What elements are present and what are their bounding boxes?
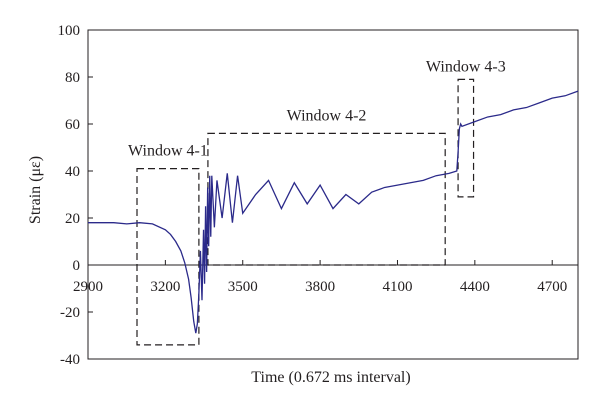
annotation-window-label: Window 4-3 bbox=[426, 58, 506, 75]
axes: -40 -20 0 20 40 60 80 100 2900 3200 3500 3800 4100 44… bbox=[58, 23, 579, 368]
plot-frame bbox=[87, 29, 579, 360]
y-tick-label: 60 bbox=[65, 117, 80, 133]
x-tick-label: 2900 bbox=[73, 279, 103, 295]
y-tick-label: 20 bbox=[65, 211, 80, 227]
y-tick-label: 80 bbox=[65, 70, 80, 86]
x-tick-label: 4100 bbox=[382, 279, 412, 295]
annotation-window-label: Window 4-2 bbox=[287, 107, 367, 124]
x-tick-label: 4700 bbox=[537, 279, 567, 295]
strain-series-line bbox=[88, 90, 579, 334]
annotation-window-box bbox=[136, 168, 200, 346]
x-axis-title: Time (0.672 ms interval) bbox=[251, 369, 410, 386]
annotation-window-label: Window 4-1 bbox=[128, 143, 208, 160]
y-tick-label: 40 bbox=[65, 164, 80, 180]
annotation-window-box bbox=[207, 132, 446, 266]
y-tick-label: -20 bbox=[60, 305, 80, 321]
y-tick-label: 0 bbox=[73, 258, 81, 274]
annotation-windows: Window 4-1 Window 4-2 Window 4-3 bbox=[128, 58, 506, 346]
x-tick-label: 4400 bbox=[460, 279, 490, 295]
x-tick-label: 3200 bbox=[150, 279, 180, 295]
x-tick-label: 3800 bbox=[305, 279, 335, 295]
y-axis-title: Strain (με) bbox=[27, 156, 44, 224]
annotation-window-box bbox=[457, 78, 475, 198]
x-tick-label: 3500 bbox=[228, 279, 258, 295]
y-tick-label: -40 bbox=[60, 352, 80, 368]
y-tick-label: 100 bbox=[58, 23, 81, 39]
